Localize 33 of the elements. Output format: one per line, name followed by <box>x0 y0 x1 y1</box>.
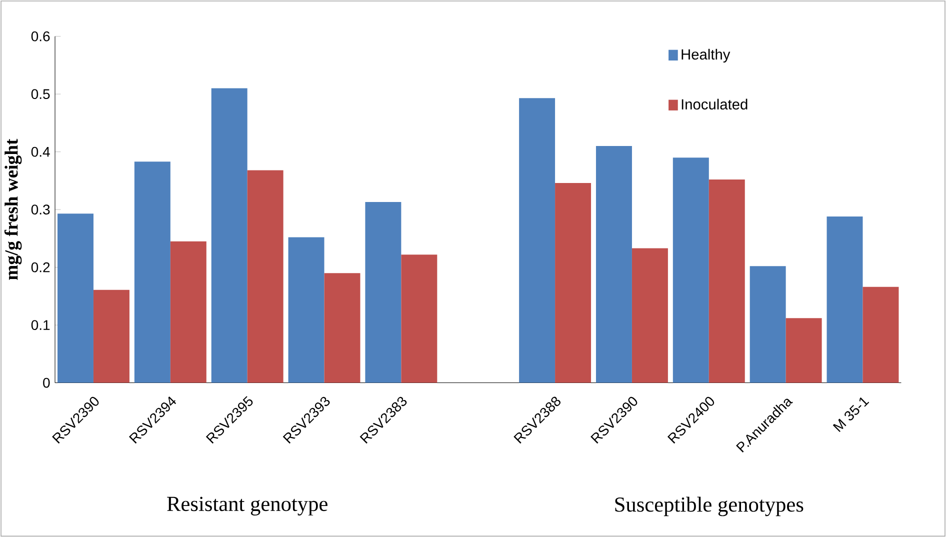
bar <box>93 290 130 383</box>
bar <box>57 214 94 383</box>
bar <box>596 146 632 383</box>
bar <box>324 273 360 383</box>
bar <box>211 88 248 383</box>
y-tick-label: 0.2 <box>31 262 50 272</box>
bar <box>708 180 745 383</box>
bar <box>786 318 822 383</box>
y-tick-label: 0.1 <box>31 320 50 330</box>
y-tick-label: 0.6 <box>31 32 50 42</box>
bar <box>247 170 284 383</box>
bar <box>826 216 863 383</box>
bar <box>555 183 592 383</box>
y-tick-label: 0 <box>43 378 50 388</box>
legend-label: Healthy <box>682 49 730 63</box>
y-axis-title: mg/g fresh weight <box>4 138 22 280</box>
bar <box>288 237 324 383</box>
x-tick-label: M 35-1 <box>832 398 870 432</box>
bar <box>862 287 899 383</box>
text: Resistant genotype <box>167 496 328 516</box>
bar <box>632 248 668 383</box>
y-tick-label: 0.3 <box>31 204 50 215</box>
bar <box>750 266 786 383</box>
bar <box>170 241 206 383</box>
y-tick-label: 0.4 <box>31 147 50 157</box>
text: Susceptible genotypes <box>615 496 804 516</box>
bar <box>519 98 556 383</box>
bar <box>672 158 709 383</box>
bar <box>365 202 402 383</box>
bar <box>401 254 438 383</box>
legend-label: Inoculated <box>682 98 748 110</box>
bar <box>134 162 170 383</box>
y-tick-label: 0.5 <box>31 89 50 100</box>
